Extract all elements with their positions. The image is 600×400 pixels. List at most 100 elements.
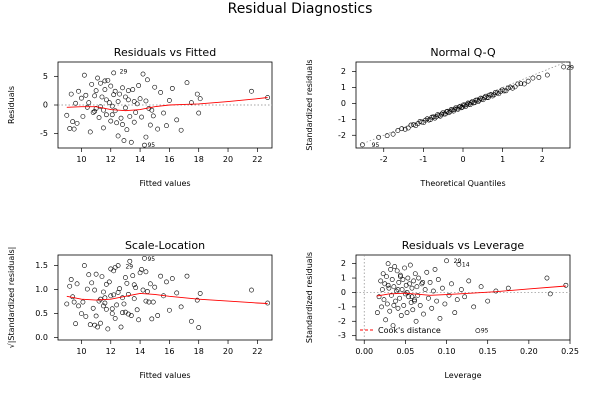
- data-point: [134, 101, 140, 107]
- data-point: [90, 110, 96, 115]
- data-point: [400, 277, 406, 282]
- data-point: [454, 297, 460, 303]
- data-point: [71, 126, 77, 132]
- data-point: [490, 93, 495, 99]
- data-point: [196, 110, 202, 116]
- data-point: [458, 287, 464, 292]
- data-point: [124, 127, 130, 133]
- data-point: [74, 120, 80, 126]
- data-point: [456, 261, 462, 267]
- data-point: [385, 282, 391, 288]
- data-point: [80, 299, 86, 305]
- data-point: [409, 294, 415, 300]
- data-point: [120, 310, 125, 316]
- data-point: [431, 114, 436, 120]
- x-tick-label: 0.25: [561, 347, 579, 356]
- y-tick-label: 1.0: [35, 285, 48, 294]
- data-point: [530, 75, 536, 81]
- data-point: [93, 313, 99, 319]
- data-point: [169, 276, 175, 281]
- data-point: [67, 283, 73, 289]
- data-point: [80, 114, 86, 119]
- data-point: [544, 275, 550, 281]
- x-tick-label: 20: [223, 347, 233, 356]
- data-point: [446, 110, 452, 116]
- data-point: [134, 307, 140, 313]
- data-point: [505, 85, 511, 91]
- data-point: [178, 127, 184, 133]
- data-point: [70, 119, 76, 125]
- data-point: [462, 102, 468, 108]
- data-point: [79, 95, 84, 101]
- data-point: [359, 142, 365, 148]
- data-point: [393, 288, 399, 294]
- data-point: [456, 104, 462, 110]
- panel-title: Residuals vs Fitted: [114, 46, 216, 59]
- data-point: [485, 298, 491, 304]
- data-point: [101, 289, 106, 295]
- x-tick-label: -2: [380, 155, 388, 164]
- data-point: [143, 269, 149, 275]
- data-point: [130, 87, 136, 92]
- data-point: [68, 91, 74, 97]
- data-point: [429, 305, 435, 311]
- data-point: [95, 75, 100, 81]
- data-point: [391, 303, 397, 308]
- data-point: [149, 316, 155, 322]
- point-label: 14: [462, 261, 470, 268]
- data-point: [449, 281, 454, 287]
- data-point: [174, 290, 180, 296]
- data-point: [404, 290, 410, 295]
- y-tick-label: 1.5: [35, 261, 48, 270]
- data-point: [118, 324, 124, 330]
- x-tick-label: 0.20: [520, 347, 538, 356]
- data-point: [161, 110, 166, 116]
- x-tick-label: 22: [252, 155, 262, 164]
- x-axis-label: Fitted values: [139, 179, 190, 188]
- data-point: [426, 295, 431, 301]
- data-point: [87, 322, 93, 328]
- y-axis-label: Residuals: [7, 86, 16, 124]
- data-point: [408, 300, 414, 305]
- data-point: [395, 128, 401, 133]
- data-point: [512, 84, 518, 90]
- data-point: [417, 303, 423, 308]
- data-point: [108, 118, 114, 124]
- y-tick-label: 0.5: [35, 309, 48, 318]
- data-point: [563, 282, 569, 288]
- data-point: [111, 292, 117, 298]
- data-point: [471, 304, 477, 310]
- y-tick-label: 2: [341, 67, 346, 76]
- data-point: [402, 126, 408, 132]
- data-point: [498, 89, 503, 95]
- data-point: [442, 301, 448, 307]
- x-tick-label: -1: [419, 155, 427, 164]
- data-point: [125, 291, 131, 297]
- data-point: [452, 106, 458, 112]
- data-point: [457, 103, 463, 109]
- data-point: [401, 303, 407, 308]
- data-point: [147, 122, 153, 128]
- y-tick-label: -2: [338, 131, 346, 140]
- data-point: [388, 267, 393, 272]
- x-tick-label: 0.15: [479, 347, 497, 356]
- data-point: [147, 281, 153, 287]
- data-point: [143, 98, 149, 104]
- data-point: [392, 264, 398, 269]
- x-tick-label: 0: [460, 155, 465, 164]
- data-point: [408, 122, 414, 128]
- data-point: [125, 88, 131, 94]
- data-point: [412, 297, 417, 303]
- data-point: [89, 280, 95, 286]
- data-point: [407, 281, 412, 287]
- data-point: [101, 125, 106, 131]
- data-point: [435, 277, 441, 282]
- data-point: [105, 326, 111, 332]
- data-point: [96, 115, 102, 121]
- data-point: [87, 129, 93, 135]
- figure-title: Residual Diagnostics: [228, 1, 373, 17]
- y-axis-label: Standardized residuals: [305, 252, 314, 343]
- data-point: [84, 286, 90, 292]
- data-point: [145, 77, 150, 83]
- data-point: [103, 306, 109, 312]
